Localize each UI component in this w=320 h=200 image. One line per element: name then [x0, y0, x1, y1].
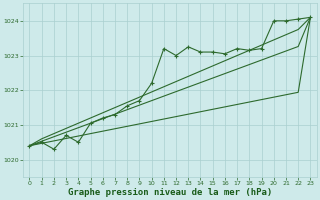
- X-axis label: Graphe pression niveau de la mer (hPa): Graphe pression niveau de la mer (hPa): [68, 188, 272, 197]
